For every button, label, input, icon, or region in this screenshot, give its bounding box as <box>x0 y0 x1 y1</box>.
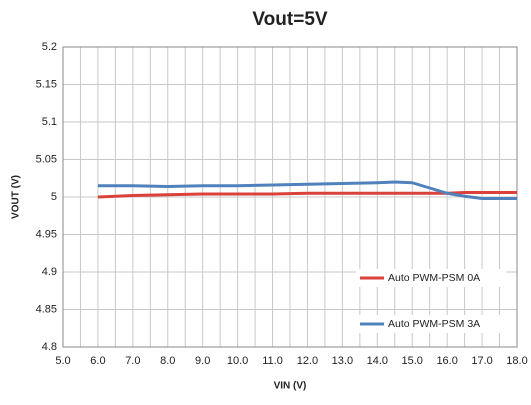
legend-bg <box>356 315 506 333</box>
x-tick-label: 5.0 <box>55 355 70 367</box>
y-tick-label: 5 <box>51 191 57 203</box>
y-axis-label: VOUT (V) <box>11 175 22 219</box>
chart-title: Vout=5V <box>252 9 327 30</box>
x-axis-label: VIN (V) <box>274 381 307 392</box>
y-tick-label: 4.8 <box>42 341 57 353</box>
x-tick-label: 14.0 <box>367 355 388 367</box>
y-tick-label: 5.1 <box>42 116 57 128</box>
x-tick-label: 8.0 <box>160 355 175 367</box>
x-tick-label: 7.0 <box>125 355 140 367</box>
y-tick-label: 5.05 <box>36 153 57 165</box>
y-tick-label: 4.95 <box>36 228 57 240</box>
x-tick-label: 16.0 <box>436 355 457 367</box>
x-tick-label: 17.0 <box>471 355 492 367</box>
y-tick-label: 4.85 <box>36 303 57 315</box>
series-line <box>97 180 517 200</box>
x-tick-label: 15.0 <box>402 355 423 367</box>
x-tick-label: 11.0 <box>262 355 283 367</box>
x-tick-label: 9.0 <box>195 355 210 367</box>
y-tick-label: 5.15 <box>36 78 57 90</box>
legend-label: Auto PWM-PSM 0A <box>388 272 480 284</box>
x-tick-label: 18.0 <box>506 355 527 367</box>
series-line <box>97 191 517 199</box>
y-tick-label: 4.9 <box>42 266 57 278</box>
x-tick-label: 6.0 <box>90 355 105 367</box>
x-tick-label: 10.0 <box>227 355 248 367</box>
legend-label: Auto PWM-PSM 3A <box>388 318 480 330</box>
x-tick-label: 13.0 <box>332 355 353 367</box>
legend-bg <box>356 269 506 287</box>
y-tick-label: 5.2 <box>42 41 57 53</box>
x-tick-label: 12.0 <box>297 355 318 367</box>
